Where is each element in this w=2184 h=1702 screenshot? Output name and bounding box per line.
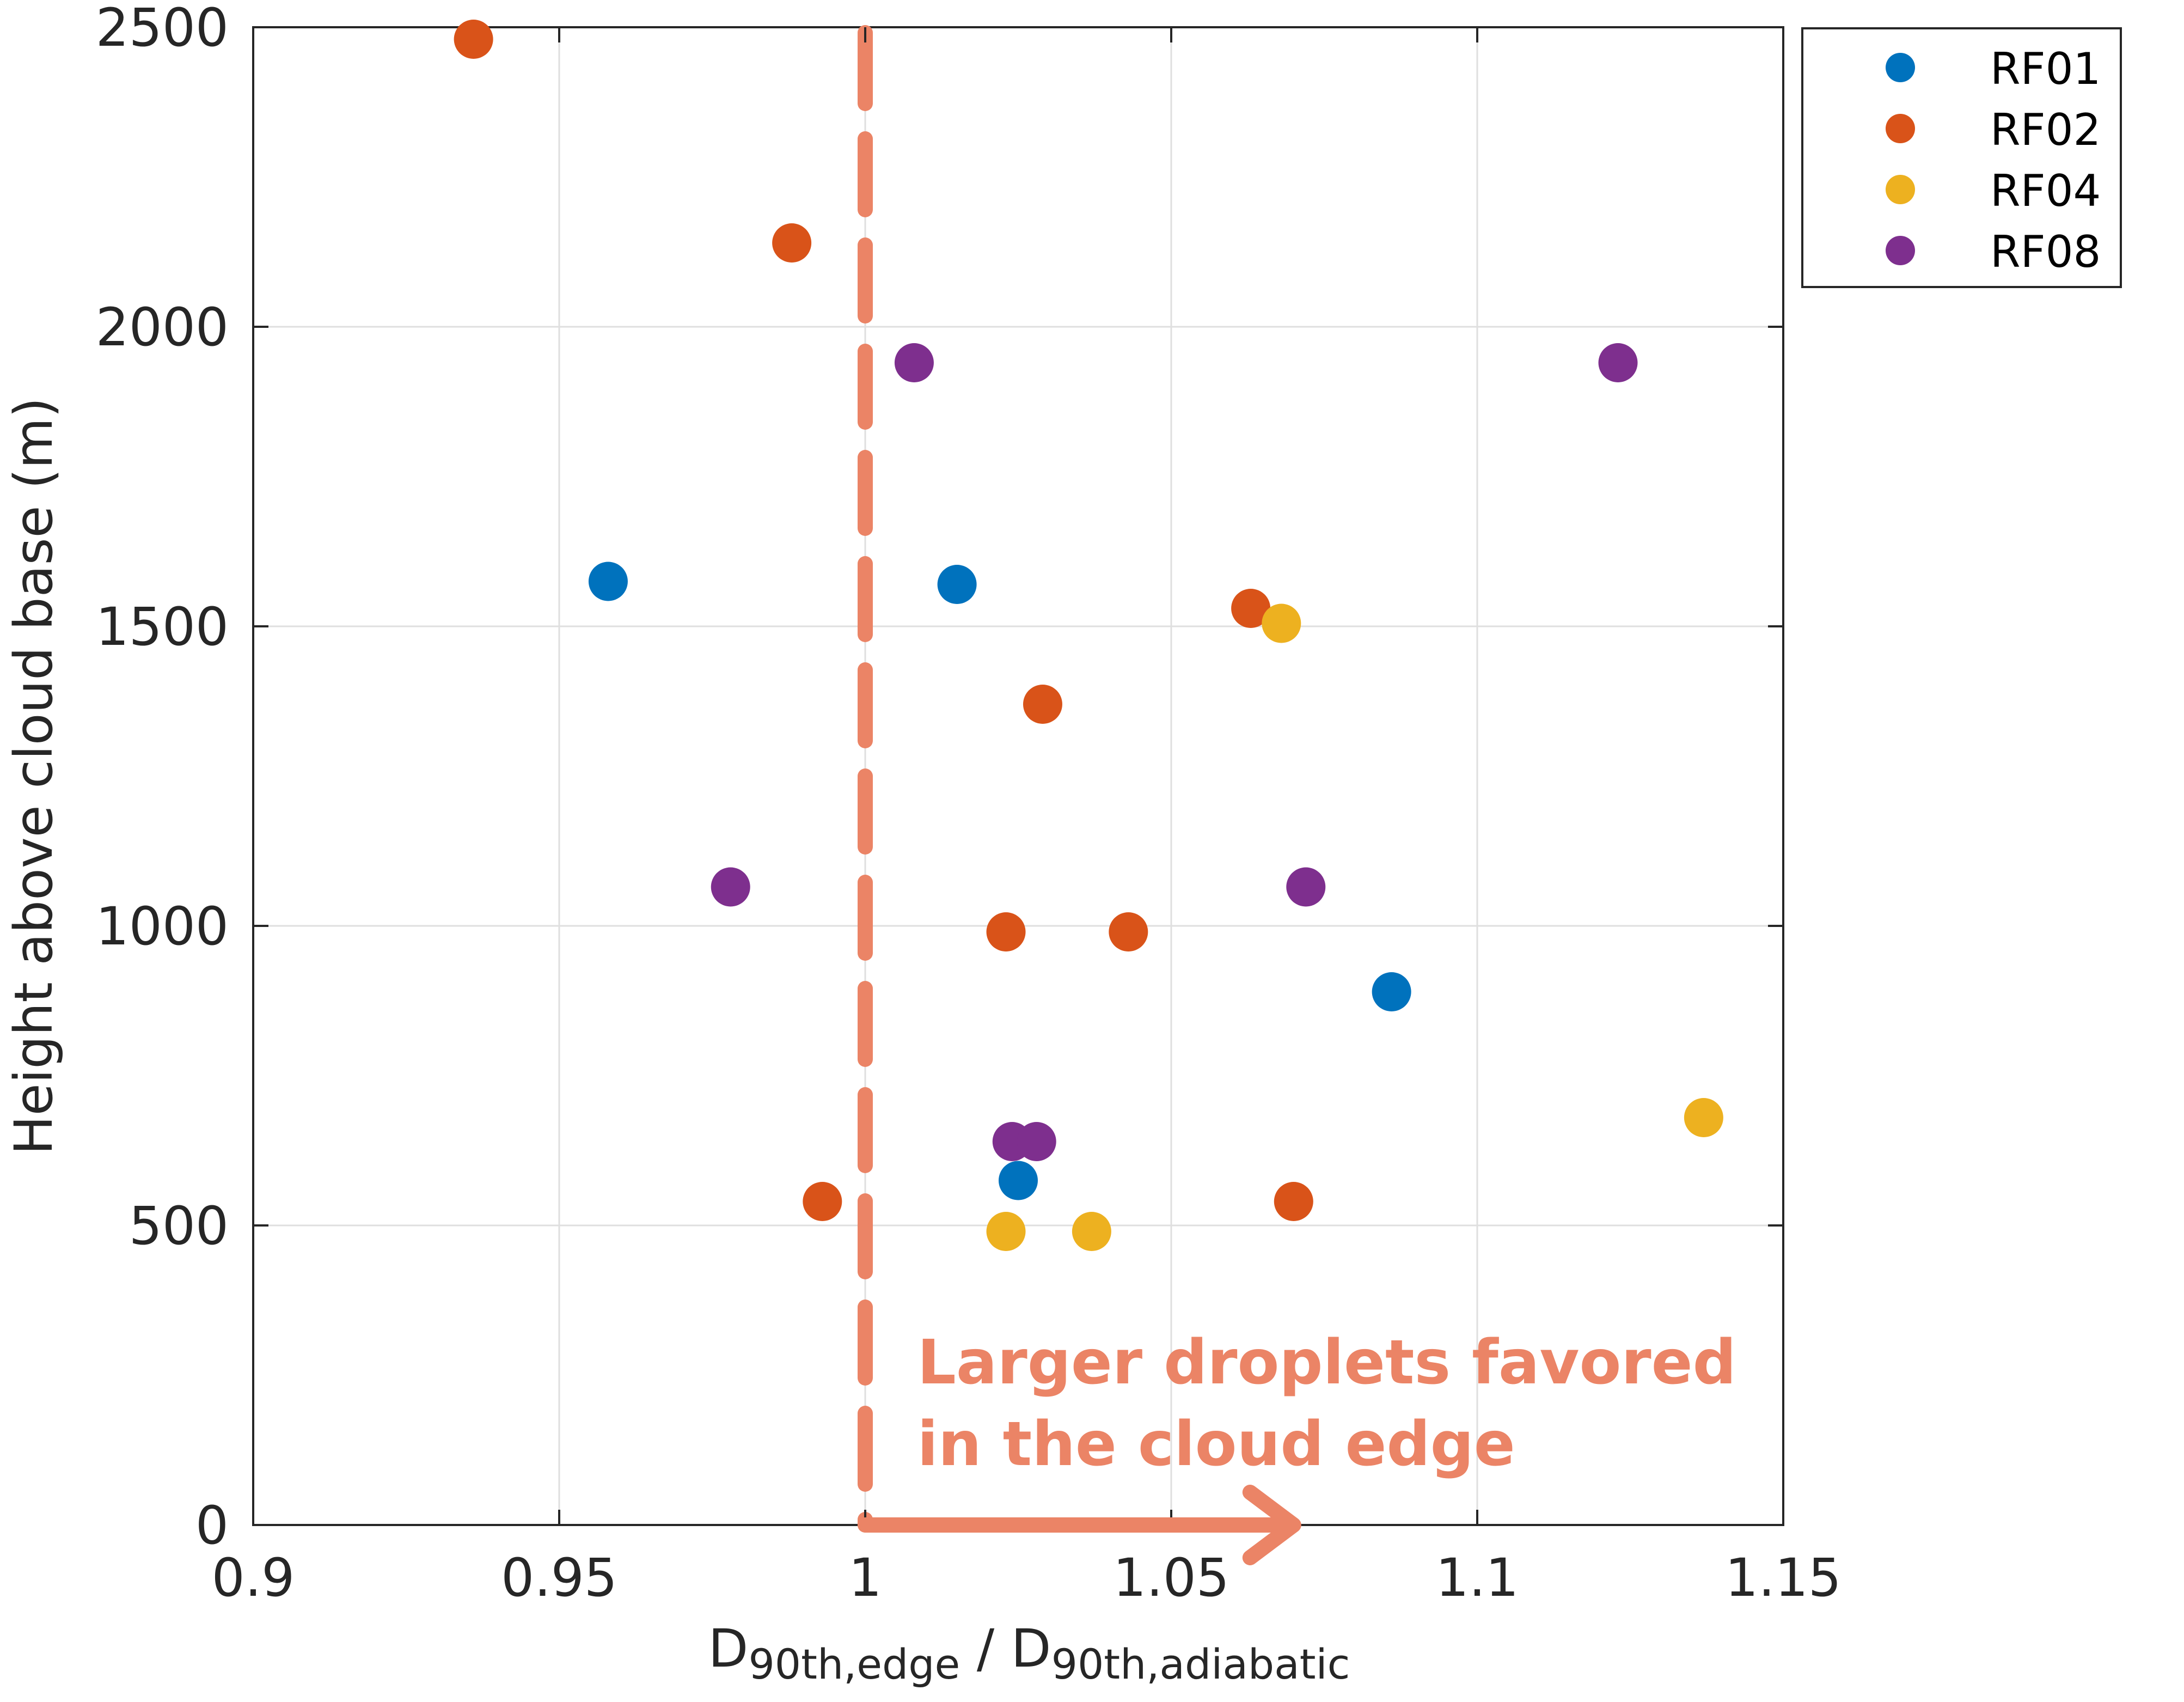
annotation-arrow-head xyxy=(1242,1485,1301,1565)
point-rf02-1 xyxy=(772,223,812,263)
x-tick-label-4: 1.1 xyxy=(1436,1547,1519,1608)
point-rf02-0 xyxy=(454,20,493,59)
axis-ticks: 0.9 0.95 1 1.05 1.1 1.15 0 500 1000 1500 2000 2500 xyxy=(96,0,1842,1608)
legend-label-rf01: RF01 xyxy=(1990,44,2101,94)
point-rf02-3 xyxy=(1023,685,1062,724)
x-tick-label-2: 1 xyxy=(848,1547,882,1608)
annotation-group: Larger droplets favored in the cloud edge xyxy=(858,1327,1736,1565)
y-tick-label-0: 0 xyxy=(195,1495,229,1556)
legend-marker-rf02 xyxy=(1886,114,1915,143)
point-rf01-2 xyxy=(1372,972,1411,1011)
point-rf02-5 xyxy=(1109,912,1148,951)
x-tick-label-0: 0.9 xyxy=(212,1547,295,1608)
legend-marker-rf08 xyxy=(1886,236,1915,265)
legend-label-rf02: RF02 xyxy=(1990,105,2101,155)
y-tick-label-1: 500 xyxy=(129,1195,229,1256)
legend-marker-rf04 xyxy=(1886,175,1915,204)
annotation-text-line-1: in the cloud edge xyxy=(917,1409,1515,1480)
point-rf04-0 xyxy=(1262,603,1301,643)
point-rf04-3 xyxy=(1072,1212,1111,1251)
plot-area xyxy=(252,26,1784,1526)
point-rf08-3 xyxy=(1286,867,1326,907)
y-axis-label: Height above cloud base (m) xyxy=(3,397,64,1155)
annotation-text-line-0: Larger droplets favored xyxy=(917,1327,1736,1398)
x-tick-label-3: 1.05 xyxy=(1113,1547,1229,1608)
x-axis-label-sub2: 90th,adiabatic xyxy=(1051,1640,1350,1688)
point-rf02-4 xyxy=(986,912,1026,951)
point-rf02-7 xyxy=(1274,1182,1313,1221)
legend-box xyxy=(1801,27,2122,288)
point-rf04-1 xyxy=(1684,1098,1723,1137)
x-tick-label-5: 1.15 xyxy=(1725,1547,1842,1608)
x-axis-label-sep: / D xyxy=(960,1618,1051,1679)
y-tick-label-4: 2000 xyxy=(96,297,229,358)
y-tick-label-3: 1500 xyxy=(96,596,229,657)
legend-marker-rf01 xyxy=(1886,53,1915,82)
x-axis-label-sub1: 90th,edge xyxy=(748,1640,960,1688)
x-axis-label-main: D xyxy=(708,1618,749,1679)
point-rf08-1 xyxy=(1598,343,1638,382)
point-rf08-2 xyxy=(711,867,750,907)
y-tick-label-2: 1000 xyxy=(96,896,229,957)
point-rf02-2 xyxy=(1231,589,1271,628)
point-rf08-5 xyxy=(1017,1122,1056,1161)
point-rf01-1 xyxy=(937,565,977,604)
grid-lines xyxy=(252,26,1784,1526)
point-rf02-6 xyxy=(803,1182,842,1221)
point-rf01-3 xyxy=(999,1161,1038,1200)
point-rf04-2 xyxy=(986,1212,1026,1251)
x-axis-label: D90th,edge / D90th,adiabatic xyxy=(708,1618,1350,1688)
point-rf08-0 xyxy=(894,343,934,382)
y-tick-label-5: 2500 xyxy=(96,0,229,58)
x-tick-label-1: 0.95 xyxy=(501,1547,617,1608)
legend-label-rf04: RF04 xyxy=(1990,166,2101,216)
data-points xyxy=(454,20,1723,1251)
legend-label-rf08: RF08 xyxy=(1990,227,2101,277)
legend: RF01 RF02 RF04 RF08 xyxy=(1801,27,2122,288)
point-rf01-0 xyxy=(588,562,628,601)
